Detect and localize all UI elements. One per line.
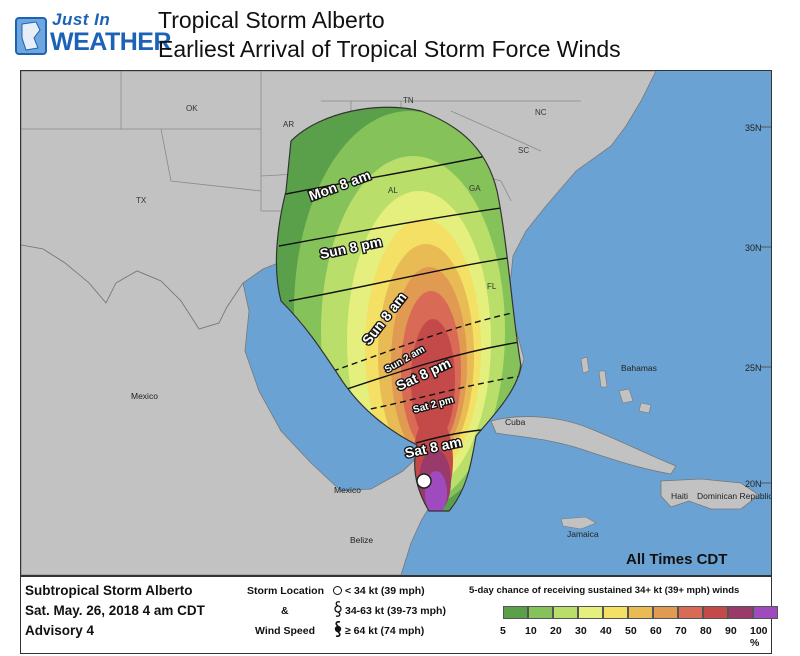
legend-date: Sat. May. 26, 2018 4 am CDT (25, 603, 205, 618)
state-label-al: AL (388, 186, 398, 195)
time-zone-note: All Times CDT (626, 551, 727, 568)
scale-swatch (553, 606, 578, 619)
legend-advisory: Advisory 4 (25, 623, 94, 638)
lat-label-30n: 30N (745, 243, 762, 253)
legend-storm-location-label: Storm Location (247, 585, 324, 597)
just-in-weather-logo[interactable]: Just In WEATHER (14, 8, 154, 62)
legend-panel: Subtropical Storm Alberto Sat. May. 26, … (20, 576, 772, 654)
country-label-mexico-south: Mexico (334, 485, 361, 495)
scale-tick-label: 100 % (750, 625, 771, 649)
state-label-ok: OK (186, 104, 198, 113)
lat-label-20n: 20N (745, 479, 762, 489)
scale-tick-label: 90 (725, 625, 737, 637)
scale-swatch (703, 606, 728, 619)
map-svg: OK AR TN NC SC TX AL GA FL Mexico Mexico… (21, 71, 771, 575)
country-label-jamaica: Jamaica (567, 529, 599, 539)
country-label-dominican-republic: Dominican Republic (697, 491, 771, 501)
scale-tick-label: 60 (650, 625, 662, 637)
country-label-haiti: Haiti (671, 491, 688, 501)
country-label-cuba: Cuba (505, 417, 526, 427)
storm-location-marker[interactable] (417, 474, 431, 488)
legend-storm-name: Subtropical Storm Alberto (25, 583, 193, 598)
state-label-ar: AR (283, 120, 294, 129)
logo-map-icon (14, 8, 54, 62)
scale-tick-label: 50 (625, 625, 637, 637)
legend-symbol-3: ≥ 64 kt (74 mph) (345, 625, 424, 637)
country-label-bahamas: Bahamas (621, 363, 657, 373)
scale-swatch (728, 606, 753, 619)
scale-tick-label: 40 (600, 625, 612, 637)
scale-swatch (528, 606, 553, 619)
scale-swatch (628, 606, 653, 619)
forecast-map[interactable]: OK AR TN NC SC TX AL GA FL Mexico Mexico… (20, 70, 772, 576)
scale-tick-label: 80 (700, 625, 712, 637)
scale-swatch (678, 606, 703, 619)
state-label-fl: FL (487, 282, 497, 291)
hurricane-symbol-icon (333, 621, 343, 637)
state-label-sc: SC (518, 146, 529, 155)
state-label-nc: NC (535, 108, 547, 117)
tropical-storm-symbol-icon (333, 601, 343, 617)
lat-label-35n: 35N (745, 123, 762, 133)
legend-wind-speed-label: Wind Speed (255, 625, 315, 637)
state-label-tn: TN (403, 96, 414, 105)
scale-swatch (578, 606, 603, 619)
state-label-tx: TX (136, 196, 147, 205)
legend-symbol-2: 34-63 kt (39-73 mph) (345, 605, 446, 617)
scale-swatch (753, 606, 778, 619)
page-title: Tropical Storm Alberto (158, 7, 385, 34)
low-wind-circle-icon (333, 586, 342, 595)
header: Just In WEATHER Tropical Storm Alberto E… (0, 0, 800, 70)
lat-label-25n: 25N (745, 363, 762, 373)
scale-tick-label: 5 (500, 625, 506, 637)
legend-probability-title: 5-day chance of receiving sustained 34+ … (469, 585, 739, 596)
country-label-mexico-north: Mexico (131, 391, 158, 401)
logo-text-weather: WEATHER (50, 28, 171, 57)
scale-swatch (503, 606, 528, 619)
page-subtitle: Earliest Arrival of Tropical Storm Force… (158, 36, 621, 63)
legend-symbol-1: < 34 kt (39 mph) (345, 585, 425, 597)
scale-tick-label: 30 (575, 625, 587, 637)
legend-amp: & (281, 605, 289, 617)
scale-swatch (653, 606, 678, 619)
scale-tick-label: 70 (675, 625, 687, 637)
country-label-belize: Belize (350, 535, 373, 545)
scale-swatch (603, 606, 628, 619)
logo-text-just-in: Just In (52, 10, 110, 30)
scale-tick-label: 20 (550, 625, 562, 637)
state-label-ga: GA (469, 184, 481, 193)
scale-tick-label: 10 (525, 625, 537, 637)
